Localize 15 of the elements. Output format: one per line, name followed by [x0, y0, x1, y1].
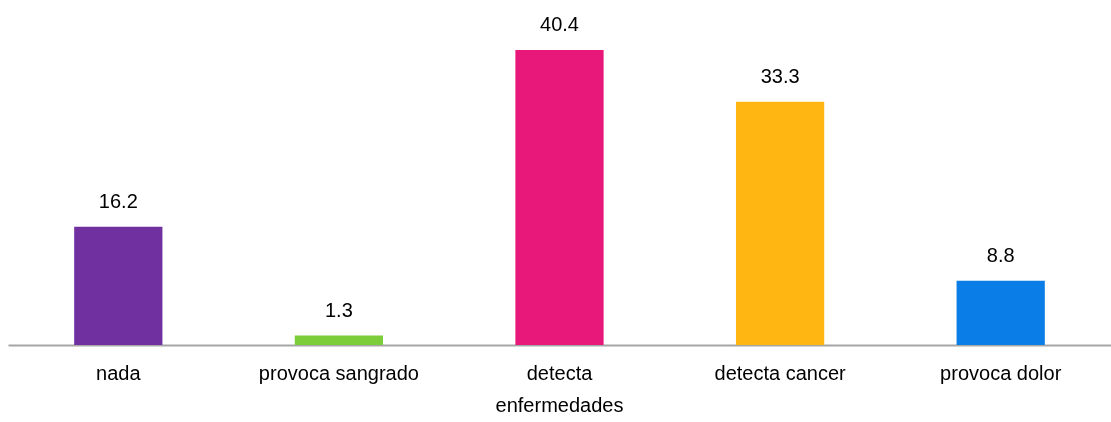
- bar: [735, 101, 825, 345]
- data-label: 16.2: [98, 189, 138, 212]
- bar: [294, 335, 384, 345]
- x-tick-label: provoca sangrado: [258, 361, 419, 384]
- data-label: 33.3: [760, 64, 800, 87]
- x-tick-label: provoca dolor: [940, 361, 1062, 384]
- x-tick-label: detecta enfermedades: [495, 361, 624, 416]
- x-tick-label: detecta cancer: [714, 361, 847, 384]
- x-tick-label: nada: [96, 361, 142, 384]
- bar: [515, 50, 604, 345]
- bar: [956, 280, 1045, 345]
- data-label: 40.4: [540, 13, 579, 35]
- data-label: 8.8: [986, 243, 1015, 266]
- data-label: 1.3: [324, 298, 353, 321]
- bar: [74, 226, 163, 345]
